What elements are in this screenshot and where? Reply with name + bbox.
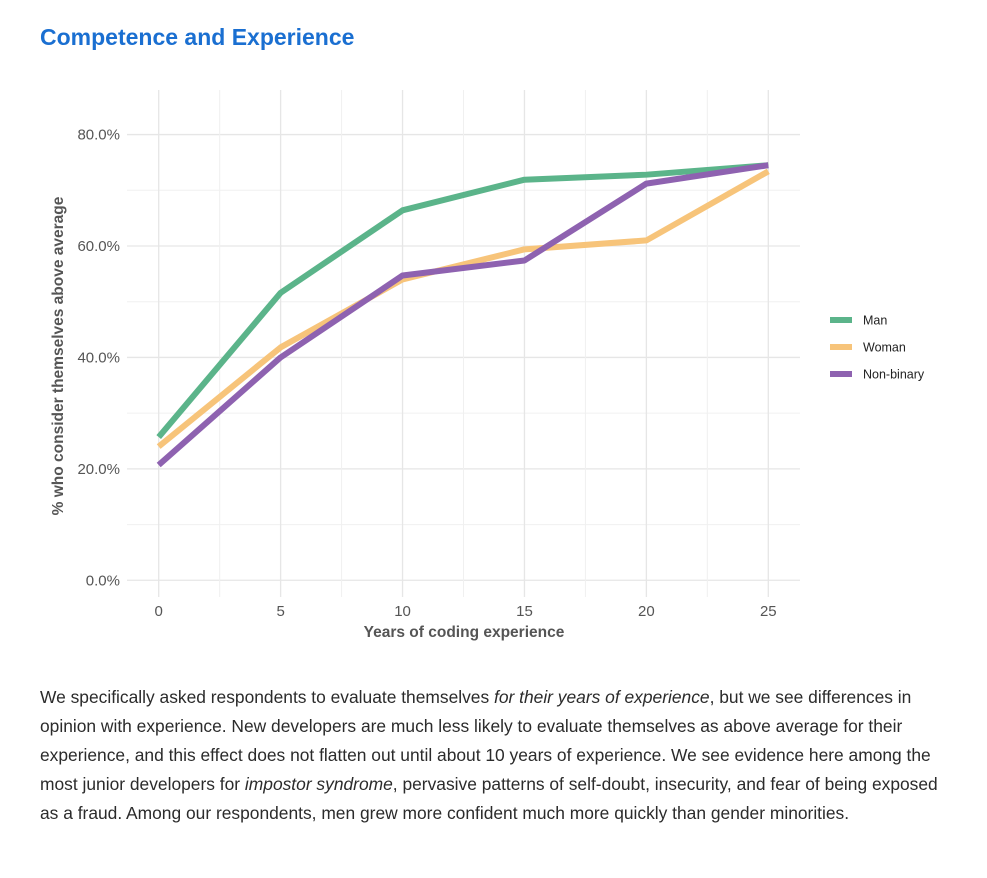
line-chart: 0.0% 20.0% 40.0% 60.0% 80.0% 0 5 10 15 20 25 % wh… [50,90,925,641]
x-axis-ticks: 0 5 10 15 20 25 [155,603,777,620]
series-line-man [156,162,769,440]
series-line-non-binary [156,162,769,468]
x-tick-label: 15 [516,603,533,620]
section-title: Competence and Experience [40,24,355,50]
chart-lines [156,162,770,468]
y-axis-title: % who consider themselves above average [50,196,67,515]
x-tick-label: 20 [638,603,655,620]
legend-swatch [830,317,852,323]
x-tick-label: 25 [760,603,777,620]
chart-grid [127,90,800,597]
legend-label: Non-binary [863,368,925,382]
paragraph-text: We specifically asked respondents to eva… [40,687,495,707]
legend-swatch [830,371,852,377]
x-tick-label: 10 [394,603,411,620]
y-tick-label: 60.0% [77,238,120,255]
legend-label: Woman [863,341,906,355]
legend-label: Man [863,314,887,328]
y-tick-label: 20.0% [77,461,120,478]
chart-legend: Man Woman Non-binary [830,314,925,382]
y-tick-label: 0.0% [86,572,120,589]
y-tick-label: 40.0% [77,349,120,366]
y-tick-label: 80.0% [77,127,120,144]
legend-swatch [830,344,852,350]
emphasis-text: for their years of experience [494,687,710,707]
y-axis-ticks: 0.0% 20.0% 40.0% 60.0% 80.0% [77,127,120,590]
emphasis-text: impostor syndrome [244,774,393,794]
series-line-woman [156,168,770,449]
body-paragraph: We specifically asked respondents to eva… [40,683,955,828]
x-tick-label: 0 [155,603,163,620]
x-tick-label: 5 [276,603,284,620]
paragraph-text: , pervasive patterns of self-doubt, inse… [40,774,938,823]
x-axis-title: Years of coding experience [364,624,565,641]
paragraph-text: , but we see differences in opinion with… [40,687,931,794]
